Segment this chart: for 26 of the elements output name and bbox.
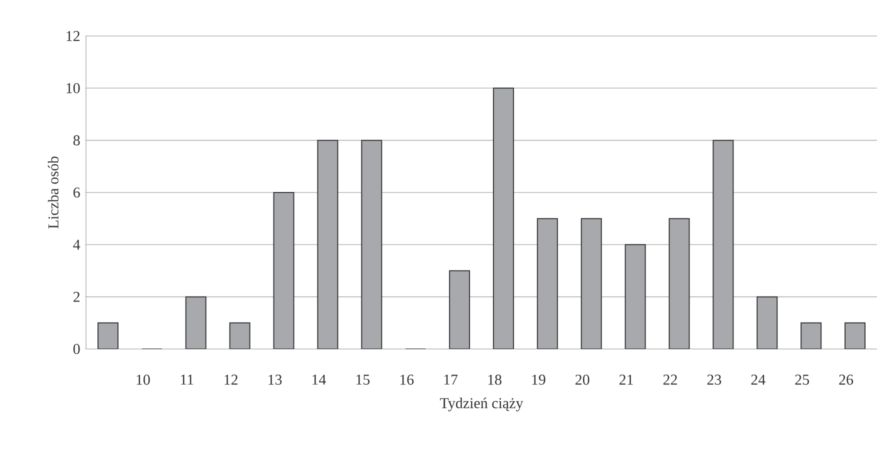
x-tick-label: 14 [312, 374, 326, 385]
x-tick-label: 11 [180, 374, 194, 385]
x-tick-label: 22 [663, 374, 677, 385]
y-axis-title: Liczba osób [48, 156, 58, 228]
y-tick-label: 12 [66, 31, 80, 41]
x-tick-label: 16 [400, 374, 414, 385]
x-tick-label: 15 [356, 374, 370, 385]
x-tick-label: 25 [795, 374, 809, 385]
x-tick-label: 19 [532, 374, 546, 385]
x-tick-label: 17 [444, 374, 458, 385]
y-tick-label: 10 [66, 83, 80, 94]
x-tick-label: 10 [136, 374, 150, 385]
x-tick-label: 13 [268, 374, 282, 385]
x-tick-label: 23 [707, 374, 722, 385]
x-tick-label: 26 [839, 374, 854, 385]
y-tick-label: 0 [73, 344, 80, 354]
x-tick-label: 20 [576, 374, 590, 385]
y-tick-label: 8 [73, 135, 80, 146]
x-axis-title: Tydzień ciąży [440, 398, 524, 412]
y-tick-label: 2 [74, 292, 80, 302]
y-tick-label: 4 [73, 240, 80, 250]
x-tick-label: 21 [619, 374, 633, 385]
x-tick-label: 18 [488, 374, 502, 385]
x-tick-label: 24 [751, 374, 766, 385]
y-tick-label: 6 [73, 187, 80, 198]
x-tick-label: 12 [224, 374, 238, 385]
